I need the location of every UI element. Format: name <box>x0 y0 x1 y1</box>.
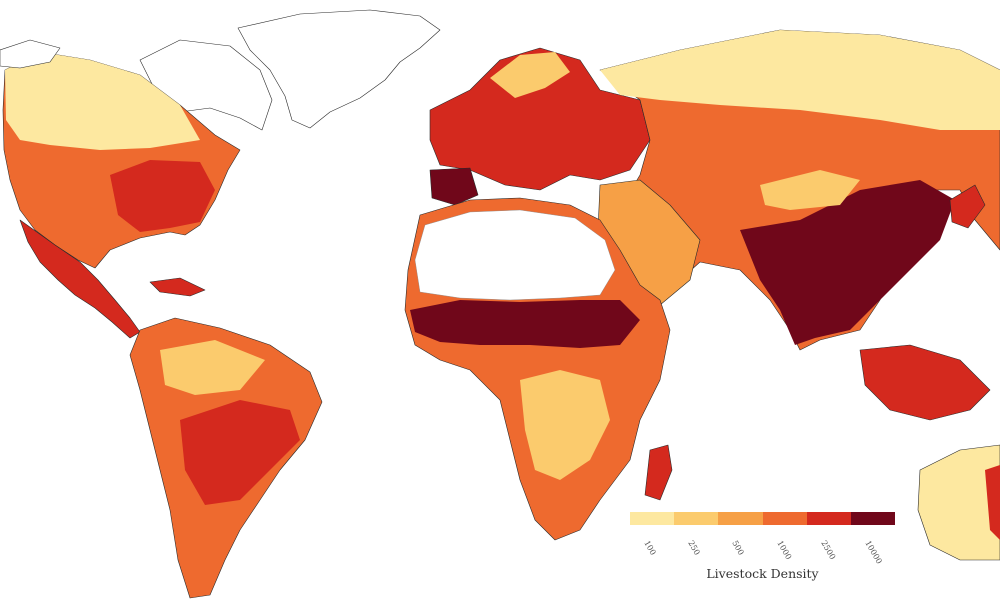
legend-title: Livestock Density <box>706 566 819 581</box>
iberia <box>429 167 479 206</box>
sahel <box>410 300 640 348</box>
legend-swatch <box>718 512 763 525</box>
legend-tick-label: 250 <box>686 539 702 557</box>
indonesia <box>859 344 991 421</box>
legend-swatch <box>762 512 807 525</box>
north-america-north <box>5 52 200 150</box>
legend-tick-label: 2500 <box>818 539 837 562</box>
australia-east-coast <box>985 465 1000 540</box>
alaska <box>0 39 61 69</box>
legend-color-bar <box>630 512 896 525</box>
legend-swatch <box>850 512 896 525</box>
south-america-dense <box>180 400 300 505</box>
legend-ticks: 100 250 500 1000 2500 10000 <box>630 525 895 566</box>
tibetan-plateau <box>760 170 860 210</box>
madagascar <box>644 444 673 501</box>
legend-tick-label: 10000 <box>863 539 884 566</box>
southern-africa <box>520 370 610 480</box>
central-america <box>19 219 141 339</box>
continents <box>0 9 1000 599</box>
legend-tick-label: 100 <box>642 539 658 557</box>
legend-tick-label: 1000 <box>774 539 793 562</box>
sahara <box>414 209 616 301</box>
legend-swatch <box>630 512 675 525</box>
amazon-basin <box>160 340 265 395</box>
eastern-us <box>110 160 215 232</box>
australia <box>917 444 1000 561</box>
greenland <box>237 9 441 129</box>
south-east-asia-dense <box>740 180 955 345</box>
siberia <box>600 30 1000 130</box>
caribbean <box>149 277 206 297</box>
scandinavia <box>490 52 570 98</box>
legend-tick-label: 500 <box>730 539 747 557</box>
legend: 100 250 500 1000 2500 10000 Livestock Density <box>630 512 896 592</box>
legend-swatch <box>674 512 719 525</box>
legend-swatch <box>806 512 851 525</box>
japan <box>949 184 986 229</box>
